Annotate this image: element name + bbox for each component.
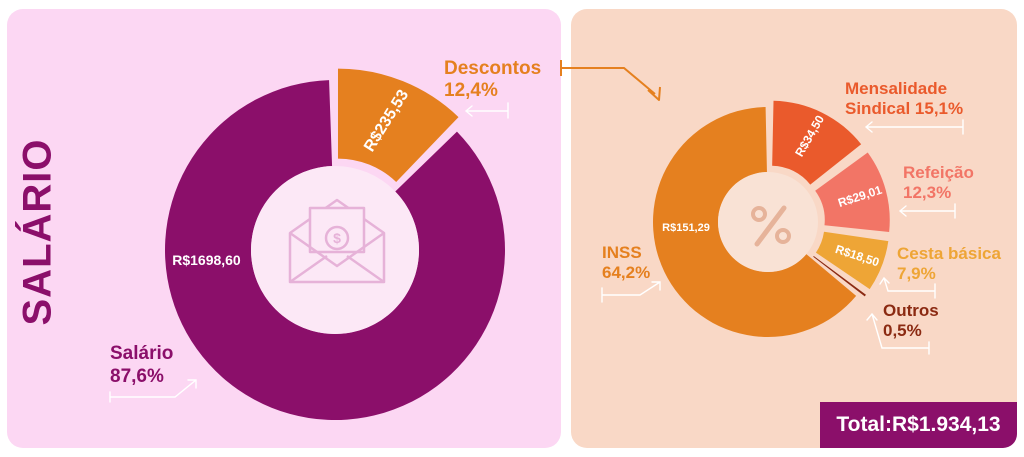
label-descontos-percent: 12,4% (444, 80, 498, 101)
arrow-icon (109, 379, 197, 403)
slice-inss (653, 107, 857, 337)
label-mensalidade-line1: Mensalidade (845, 79, 947, 98)
slice-cesta (815, 231, 889, 290)
label-inss-line1: INSS (602, 243, 642, 262)
label-inss-line2: 64,2% (602, 263, 650, 282)
label-outros-line2: 0,5% (883, 321, 922, 340)
value-label-inss: R$151,29 (662, 222, 710, 234)
total-badge: Total:R$1.934,13 (820, 402, 1017, 448)
arrow-icon (866, 312, 930, 355)
discounts-donut-chart: R$34,50R$29,01R$18,50R$151,29 (653, 100, 890, 337)
slice-mensalidade (772, 100, 862, 185)
label-salario-percent: 87,6% (110, 366, 164, 387)
donut-hole (718, 172, 818, 272)
arrow-icon (864, 119, 964, 135)
value-label-salario: R$1698,60 (172, 252, 241, 268)
arrow-icon (879, 276, 936, 299)
arrow-icon (898, 203, 956, 219)
arrow-icon (601, 281, 661, 303)
label-salario-name: Salário (110, 343, 173, 364)
label-refeicao-line1: Refeição (903, 163, 974, 182)
svg-text:$: $ (333, 230, 341, 246)
slice-outros (813, 255, 866, 297)
slice-descontos (337, 68, 459, 182)
slice-refeicao (815, 152, 890, 232)
envelope-money-icon: $ (288, 198, 386, 284)
label-cesta-line2: 7,9% (897, 264, 936, 283)
label-descontos-name: Descontos (444, 58, 541, 79)
label-outros-line1: Outros (883, 301, 939, 320)
label-refeicao-line2: 12,3% (903, 183, 951, 202)
label-mensalidade-line2: Sindical 15,1% (845, 99, 963, 118)
label-cesta-line1: Cesta básica (897, 244, 1001, 263)
slice-salario (165, 80, 505, 420)
percent-icon (751, 205, 791, 247)
connector-arrow (560, 60, 661, 101)
arrow-icon (464, 102, 509, 119)
